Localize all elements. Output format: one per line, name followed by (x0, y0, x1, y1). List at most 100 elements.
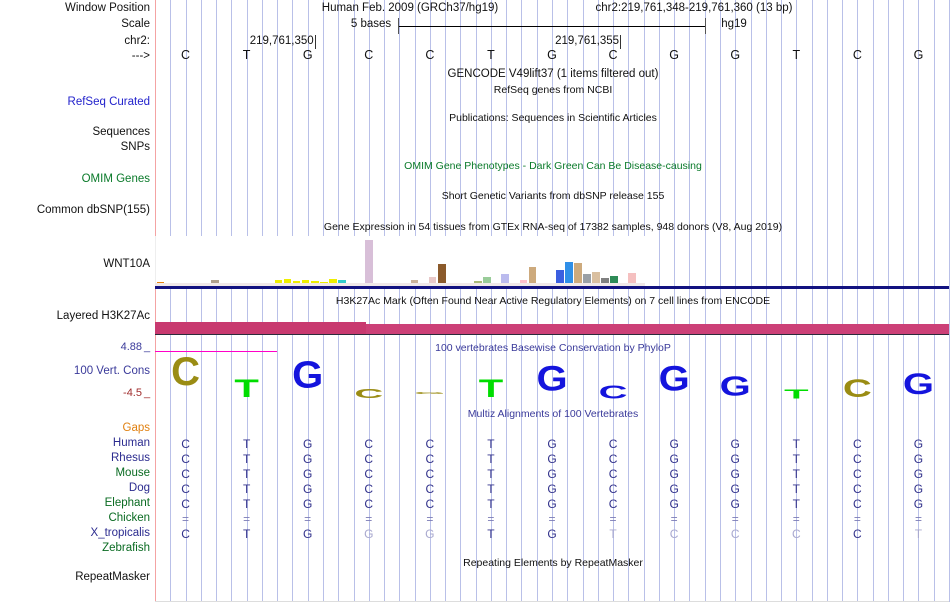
coordinate-range: chr2:219,761,348-219,761,360 (13 bp) (595, 2, 793, 14)
grid-line (827, 0, 828, 602)
grid-line (384, 0, 385, 602)
gtex-expression-chart[interactable] (155, 236, 646, 286)
multiz-base-cell: C (853, 437, 862, 451)
track-title[interactable]: Short Genetic Variants from dbSNP releas… (441, 190, 665, 202)
gtex-bar (365, 240, 373, 286)
track-title[interactable]: Repeating Elements by RepeatMasker (463, 557, 643, 569)
multiz-base-cell: C (364, 482, 374, 496)
gtex-bar (564, 262, 573, 286)
grid-line (720, 0, 721, 602)
multiz-species-label[interactable]: Chicken (108, 512, 150, 524)
track-title[interactable]: Publications: Sequences in Scientific Ar… (449, 112, 657, 124)
gtex-bar (610, 276, 618, 286)
conservation-clip-marker (155, 351, 217, 352)
conservation-letter: T (234, 374, 259, 403)
multiz-base-cell: C (181, 527, 190, 541)
multiz-base-cell: C (181, 497, 190, 511)
track-left-label[interactable]: 100 Vert. Cons (73, 365, 150, 377)
multiz-base-cell: G (303, 527, 313, 541)
conservation-min-tick: _ (144, 387, 151, 399)
track-left-label[interactable]: SNPs (120, 141, 150, 153)
grid-line (628, 0, 629, 602)
multiz-species-label[interactable]: X_tropicalis (90, 527, 150, 539)
track-title[interactable]: OMIM Gene Phenotypes - Dark Green Can Be… (404, 160, 702, 172)
multiz-base-cell: G (547, 527, 557, 541)
sequence-base: G (302, 48, 313, 62)
grid-line (857, 0, 858, 602)
multiz-base-cell: G (669, 437, 679, 451)
h3k27ac-baseline (155, 334, 949, 335)
scale-bar-line (398, 26, 705, 27)
multiz-species-label[interactable]: Zebrafish (102, 542, 150, 554)
multiz-gap-cell: = (548, 512, 556, 526)
conservation-max-tick: _ (144, 341, 151, 353)
track-title[interactable]: RefSeq genes from NCBI (493, 84, 613, 96)
multiz-gap-cell: = (365, 512, 373, 526)
grid-line (583, 0, 584, 602)
multiz-gap-cell: = (304, 512, 312, 526)
conservation-letter: T (766, 388, 827, 401)
scale-bar-left-cap (398, 18, 399, 34)
multiz-species-label[interactable]: Rhesus (111, 452, 150, 464)
grid-line (598, 0, 599, 602)
sequence-base: C (608, 48, 618, 62)
track-title[interactable]: 100 vertebrates Basewise Conservation by… (435, 342, 671, 354)
grid-line (751, 0, 752, 602)
track-title[interactable]: GENCODE V49lift37 (1 items filtered out) (447, 68, 659, 80)
track-left-label[interactable]: OMIM Genes (81, 173, 150, 185)
multiz-species-label[interactable]: Human (112, 437, 150, 449)
multiz-species-label[interactable]: Dog (128, 482, 150, 494)
multiz-gap-cell: = (670, 512, 678, 526)
track-title[interactable]: H3K27Ac Mark (Often Found Near Active Re… (335, 295, 771, 307)
track-title[interactable]: Gene Expression in 54 tissues from GTEx … (323, 221, 783, 233)
multiz-base-cell: G (364, 527, 374, 541)
track-left-label[interactable]: RepeatMasker (75, 571, 150, 583)
track-left-label[interactable]: RefSeq Curated (67, 96, 150, 108)
grid-line (537, 0, 538, 602)
sequence-base: T (792, 48, 801, 62)
multiz-base-cell: T (609, 527, 617, 541)
window-position-label: Window Position (64, 2, 150, 14)
multiz-gaps-label[interactable]: Gaps (122, 422, 151, 434)
grid-line (247, 0, 248, 602)
multiz-base-cell: C (364, 452, 374, 466)
assembly-title: Human Feb. 2009 (GRCh37/hg19) (321, 2, 499, 14)
grid-line (506, 0, 507, 602)
multiz-base-cell: G (913, 497, 924, 511)
conservation-letter: T (478, 375, 504, 403)
h3k27ac-signal-left (155, 322, 366, 334)
grid-line (186, 0, 187, 602)
conservation-letter: G (536, 359, 568, 398)
track-title[interactable]: Multiz Alignments of 100 Vertebrates (467, 408, 639, 420)
multiz-base-cell: C (181, 467, 190, 481)
multiz-base-cell: C (853, 452, 862, 466)
grid-line (842, 0, 843, 602)
multiz-species-label[interactable]: Elephant (104, 497, 150, 509)
sequence-base: C (364, 48, 374, 62)
view-start-marker (155, 0, 156, 602)
multiz-base-cell: G (730, 482, 740, 496)
multiz-base-cell: T (792, 452, 800, 466)
multiz-base-cell: G (547, 437, 557, 451)
multiz-base-cell: G (425, 527, 435, 541)
multiz-base-cell: G (669, 497, 679, 511)
multiz-base-cell: G (669, 482, 679, 496)
multiz-species-label[interactable]: Mouse (115, 467, 150, 479)
multiz-base-cell: G (547, 482, 557, 496)
grid-line (873, 0, 874, 602)
grid-line (369, 0, 370, 602)
multiz-base-cell: C (425, 497, 435, 511)
track-left-label[interactable]: WNT10A (103, 258, 150, 270)
track-left-label[interactable]: Sequences (92, 126, 150, 138)
multiz-gap-cell: = (243, 512, 251, 526)
multiz-base-cell: C (181, 437, 190, 451)
track-left-label[interactable]: Layered H3K27Ac (56, 310, 150, 322)
conservation-max-label: 4.88 (120, 341, 142, 353)
multiz-base-cell: G (547, 452, 557, 466)
multiz-base-cell: C (608, 467, 618, 481)
conservation-letter: G (292, 354, 324, 397)
sequence-base: T (242, 48, 251, 62)
multiz-base-cell: T (487, 497, 495, 511)
track-left-label[interactable]: Common dbSNP(155) (36, 204, 150, 216)
grid-line (552, 0, 553, 602)
